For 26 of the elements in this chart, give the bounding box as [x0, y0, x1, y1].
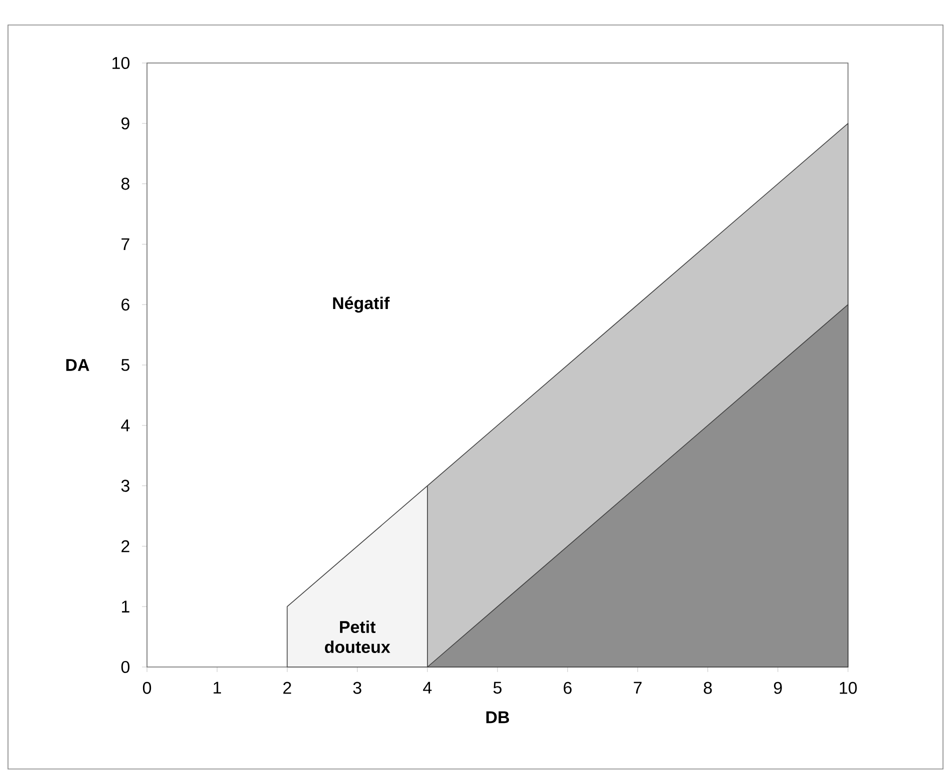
x-tick-label: 1	[214, 682, 221, 694]
y-tick-label: 7	[122, 238, 130, 250]
annotation: Négatif	[333, 296, 390, 313]
y-tick-label: 4	[121, 420, 130, 432]
y-tick-label: 0	[121, 660, 130, 674]
x-tick-label: 5	[493, 682, 502, 694]
y-tick-label: 8	[121, 178, 130, 190]
x-tick-label: 3	[353, 682, 362, 694]
y-tick-label: 6	[122, 298, 130, 311]
x-tick-label: 9	[774, 682, 782, 694]
y-tick-label: 2	[122, 540, 130, 552]
x-tick-label: 2	[283, 682, 292, 694]
x-tick-label: 0	[142, 682, 152, 694]
series-label: Petit douteux	[324, 620, 390, 654]
y-axis-title: DA	[66, 359, 90, 371]
x-tick-label: 8	[704, 682, 712, 694]
y-tick-label: 3	[121, 480, 130, 492]
y-tick-label: 5	[121, 359, 130, 371]
y-tick-label: 9	[121, 117, 130, 130]
x-tick-label: 6	[564, 682, 572, 694]
x-axis-title: DB	[486, 711, 510, 724]
x-tick-label: 7	[634, 682, 642, 694]
y-tick-label: 1	[122, 600, 130, 612]
x-tick-label: 10	[840, 682, 857, 694]
y-tick-label: 10	[112, 56, 130, 70]
x-tick-label: 4	[423, 682, 432, 694]
